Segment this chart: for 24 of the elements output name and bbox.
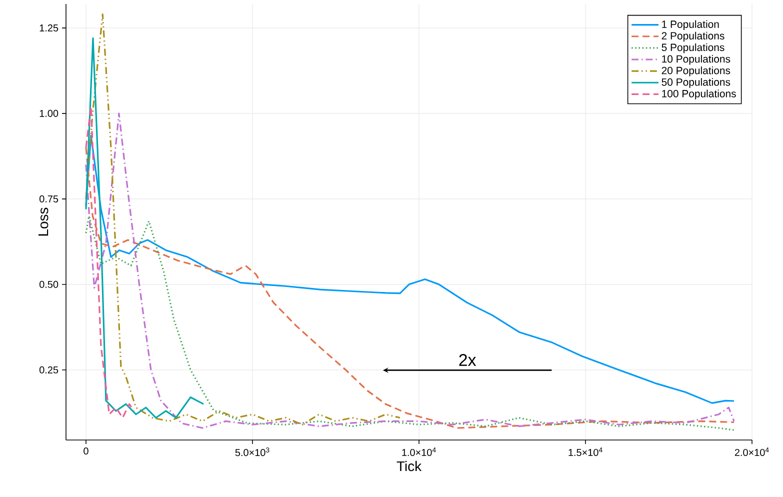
legend-label: 2 Populations [662,32,724,42]
legend-label: 20 Populations [662,66,730,76]
x-tick-label: 0 [84,448,88,455]
legend-label: 100 Populations [662,90,736,100]
legend-label: 10 Populations [662,54,730,65]
y-tick-label: 0.75 [39,195,58,202]
y-tick-label: 0.25 [39,366,58,374]
y-axis-title: Loss [38,208,48,236]
annotation: 2x [459,354,476,366]
legend-label: 5 Populations [662,43,724,54]
line-series [85,13,401,426]
line-series [85,37,204,419]
line-series [85,215,735,431]
y-tick-label: 1.00 [40,110,58,117]
x-tick-label: 1.0×10$^{4}$ [402,448,436,456]
y-tick-label: 0.50 [39,280,58,288]
x-tick-label: 1.5×10$^{4}$ [568,448,602,456]
x-tick-label: 2.0×10$^{4}$ [734,448,769,456]
legend-label: 1 Population [662,20,719,30]
legend-label: 50 Populations [662,78,730,88]
x-axis-title: Tick [396,460,422,472]
x-tick-label: 5.0×10$^{3}$ [235,448,270,456]
y-tick-label: 1.25 [40,24,58,32]
line-series [85,106,135,419]
